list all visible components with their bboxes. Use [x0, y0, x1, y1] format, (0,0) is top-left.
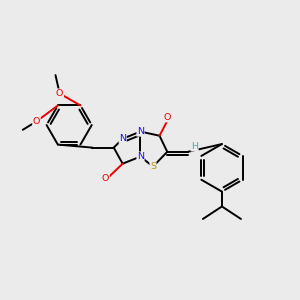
Text: O: O — [102, 174, 109, 183]
Text: N: N — [137, 127, 144, 136]
Text: O: O — [56, 89, 63, 98]
Text: S: S — [150, 162, 156, 171]
Text: O: O — [164, 113, 171, 122]
Text: O: O — [33, 117, 40, 126]
Text: H: H — [191, 142, 198, 151]
Text: N: N — [137, 152, 144, 161]
Text: N: N — [119, 134, 126, 143]
